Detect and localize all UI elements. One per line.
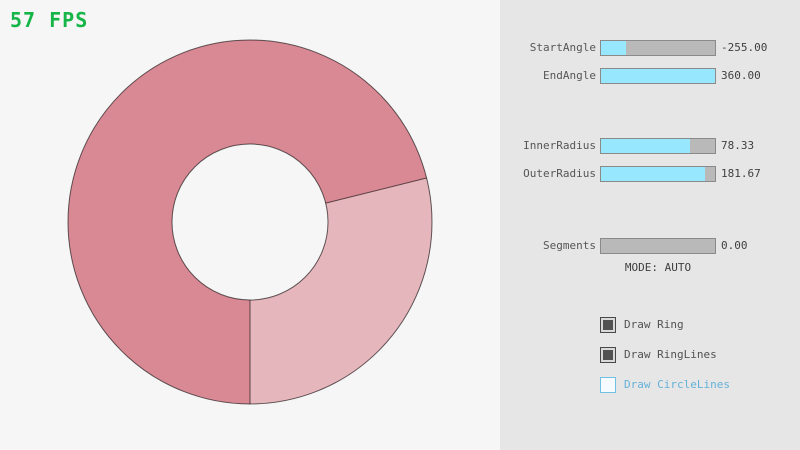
segments-slider[interactable]	[600, 238, 716, 254]
outerradius-value: 181.67	[721, 167, 761, 180]
ring-inner-outline	[171, 143, 329, 301]
segments-mode-label: MODE: AUTO	[624, 261, 692, 274]
slider-row-startangle: StartAngle -255.00	[500, 40, 800, 56]
outerradius-slider[interactable]	[600, 166, 716, 182]
endangle-label: EndAngle	[543, 69, 596, 82]
draw-ringlines-checkbox[interactable]	[600, 347, 616, 363]
draw-circlelines-label: Draw CircleLines	[624, 378, 730, 391]
segments-label: Segments	[543, 239, 596, 252]
draw-ring-label: Draw Ring	[624, 318, 684, 331]
innerradius-label: InnerRadius	[523, 139, 596, 152]
draw-circlelines-checkbox[interactable]	[600, 377, 616, 393]
endangle-slider[interactable]	[600, 68, 716, 84]
segments-value: 0.00	[721, 239, 748, 252]
draw-ringlines-label: Draw RingLines	[624, 348, 717, 361]
slider-row-innerradius: InnerRadius 78.33	[500, 138, 800, 154]
check-row-draw-ring: Draw Ring	[600, 317, 800, 333]
startangle-value: -255.00	[721, 41, 768, 54]
startangle-label: StartAngle	[529, 41, 596, 54]
outerradius-slider-fill	[601, 167, 705, 181]
endangle-value: 360.00	[721, 69, 761, 82]
endangle-slider-fill	[601, 69, 715, 83]
fps-counter: 57 FPS	[10, 8, 89, 32]
control-panel: StartAngle -255.00 EndAngle 360.00 Inner…	[500, 0, 800, 450]
slider-row-endangle: EndAngle 360.00	[500, 68, 800, 84]
check-row-draw-circlelines: Draw CircleLines	[600, 377, 800, 393]
check-row-draw-ringlines: Draw RingLines	[600, 347, 800, 363]
innerradius-slider-fill	[601, 139, 690, 153]
slider-row-segments: Segments 0.00	[500, 238, 800, 254]
ring-sector-line-start	[325, 177, 427, 204]
innerradius-slider[interactable]	[600, 138, 716, 154]
ring-canvas	[67, 39, 433, 405]
ring-single-sector	[250, 178, 432, 404]
startangle-slider-fill	[601, 41, 627, 55]
draw-ring-checkbox[interactable]	[600, 317, 616, 333]
outerradius-label: OuterRadius	[523, 167, 596, 180]
slider-row-outerradius: OuterRadius 181.67	[500, 166, 800, 182]
innerradius-value: 78.33	[721, 139, 755, 152]
startangle-slider[interactable]	[600, 40, 716, 56]
